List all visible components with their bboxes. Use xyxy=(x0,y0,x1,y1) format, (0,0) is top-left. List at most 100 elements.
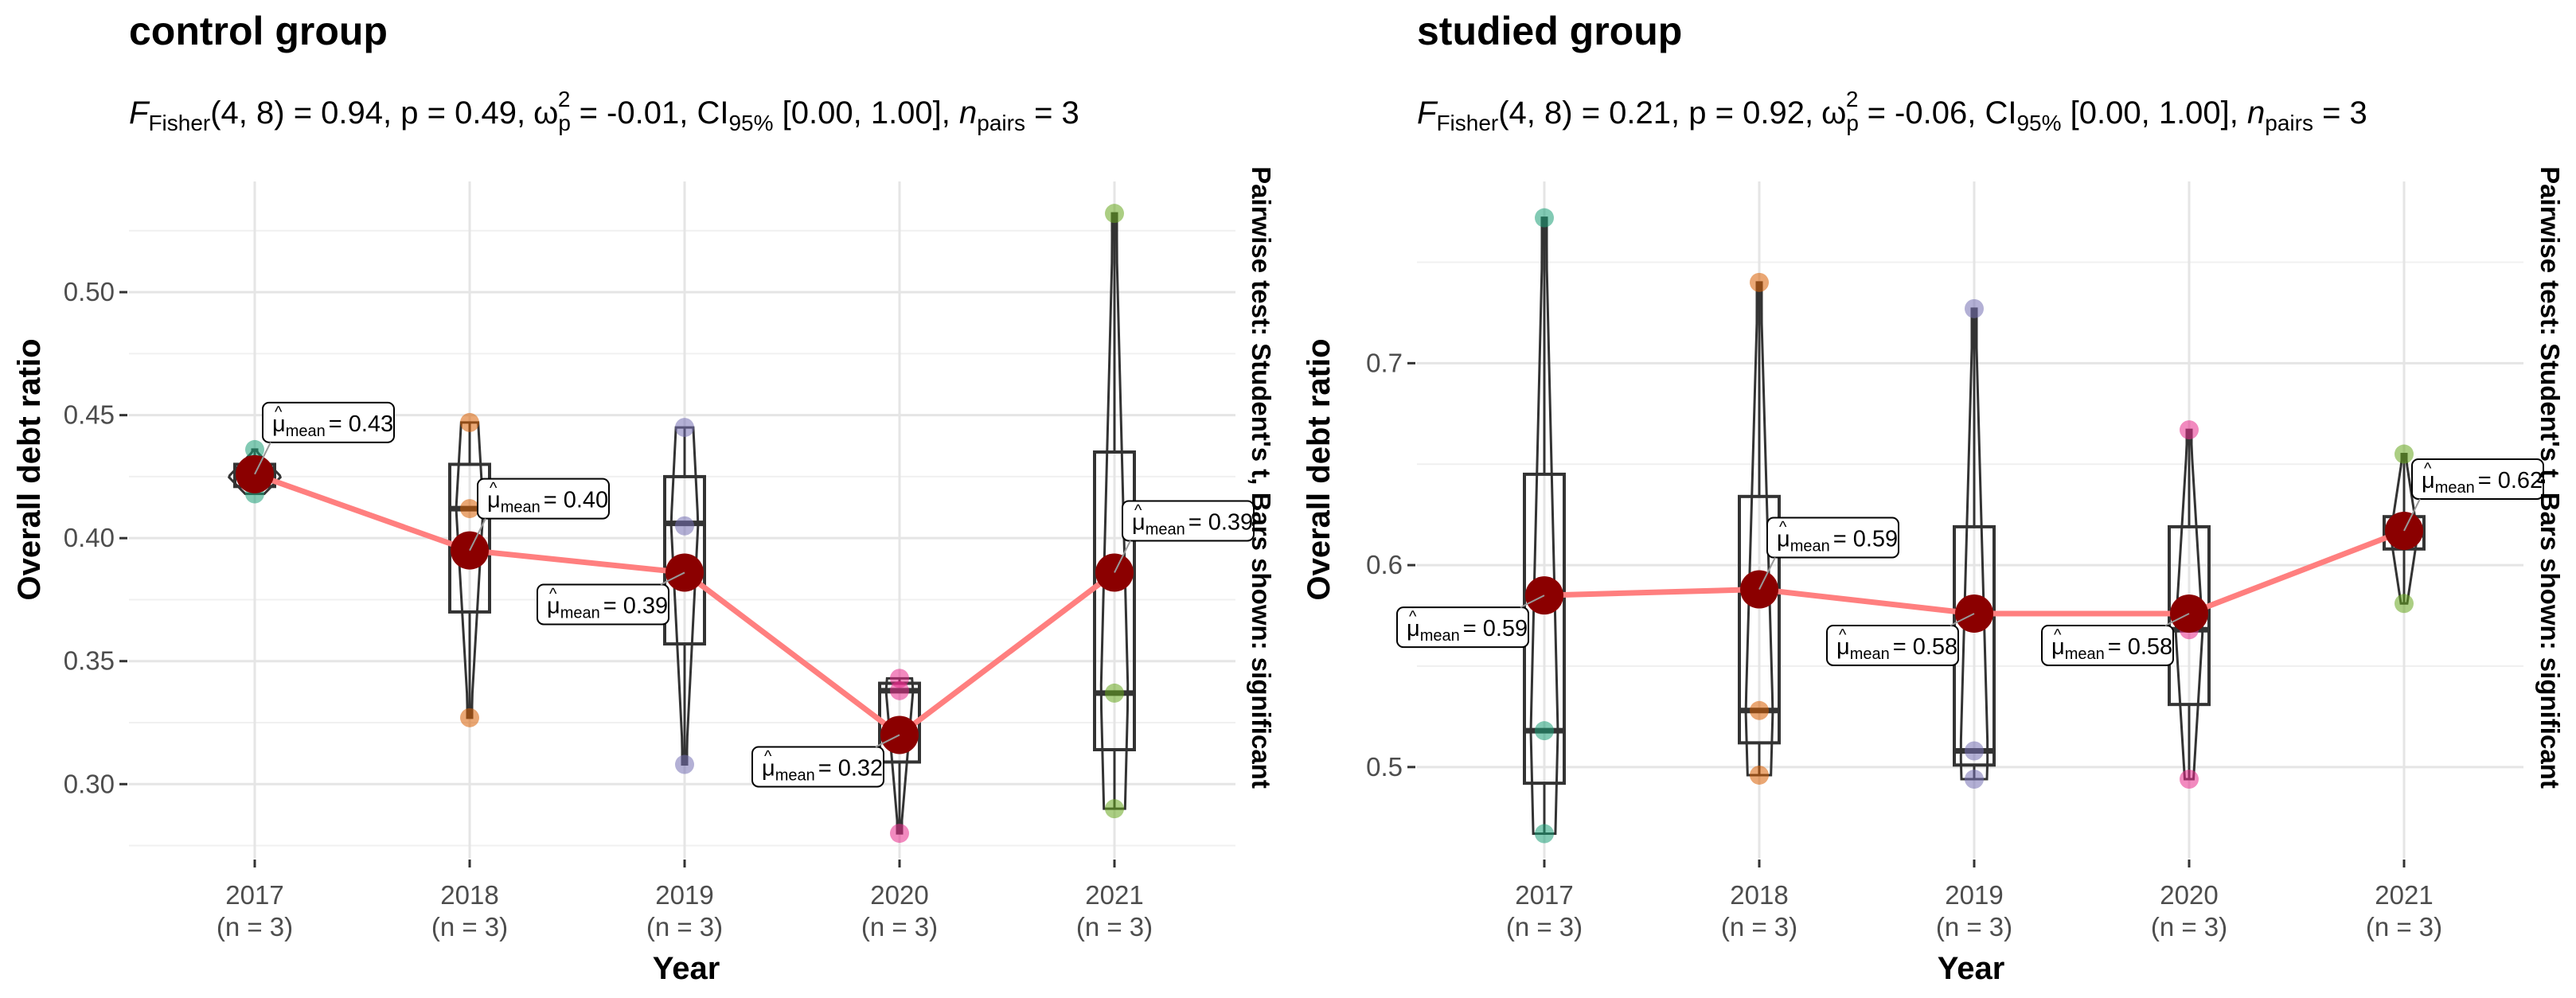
stats-omega-val: = -0.01, xyxy=(570,96,688,131)
x-tick-count: (n = 3) xyxy=(646,912,723,941)
data-point xyxy=(1965,770,1984,789)
data-point xyxy=(675,754,694,774)
mean-label: μmean = 0.39^ xyxy=(537,571,685,626)
stats-ci: CI xyxy=(1976,96,2016,131)
mean-label-box xyxy=(1826,624,1959,666)
stats-f: F xyxy=(1417,96,1438,131)
data-point xyxy=(1535,824,1554,844)
stats-f-args: (4, 8) = 0.94, xyxy=(210,96,392,131)
mean-label-hat: ^ xyxy=(2424,460,2432,478)
data-point xyxy=(460,499,479,519)
stats-n-val: = 3 xyxy=(1025,96,1079,131)
mean-label-box xyxy=(751,746,884,788)
panel-title: studied group xyxy=(1417,9,1682,53)
y-tick-label: 0.5 xyxy=(1366,752,1403,782)
data-point xyxy=(2395,594,2414,614)
panel-control-group: control group FFisher(4, 8) = 0.94, p = … xyxy=(12,9,1276,986)
mean-label-leader xyxy=(254,442,271,475)
mean-label-hat: ^ xyxy=(1779,519,1787,536)
mean-label-text: μmean = 0.62 xyxy=(2422,468,2543,497)
mean-label-leader xyxy=(2403,498,2421,532)
mean-label: μmean = 0.43^ xyxy=(254,401,395,475)
x-tick-label: 2021 xyxy=(1085,880,1143,910)
data-point xyxy=(675,418,694,438)
x-tick-count: (n = 3) xyxy=(2151,912,2227,941)
x-tick-label: 2020 xyxy=(2160,880,2218,910)
mean-label-box xyxy=(2411,458,2544,500)
mean-label-box xyxy=(1122,500,1255,542)
y-tick-label: 0.6 xyxy=(1366,550,1403,579)
data-point xyxy=(1105,799,1124,819)
stats-n-val: = 3 xyxy=(2313,96,2367,131)
mean-label: μmean = 0.39^ xyxy=(1114,500,1255,573)
data-point xyxy=(675,516,694,536)
y-tick-label: 0.45 xyxy=(64,400,115,430)
violin xyxy=(1529,216,1559,836)
mean-label-hat: ^ xyxy=(2054,626,2062,644)
x-axis-title: Year xyxy=(1938,951,2005,986)
data-point xyxy=(1750,765,1769,785)
data-point xyxy=(890,669,909,688)
mean-label-hat: ^ xyxy=(490,480,498,497)
x-tick-count: (n = 3) xyxy=(2366,912,2442,941)
y-axis-title: Overall debt ratio xyxy=(12,339,47,601)
data-point xyxy=(1105,683,1124,703)
y-axis-title: Overall debt ratio xyxy=(1302,339,1337,601)
stats-f-args: (4, 8) = 0.21, xyxy=(1498,96,1680,131)
mean-label-box xyxy=(262,401,395,443)
mean-label: μmean = 0.59^ xyxy=(1396,595,1545,649)
mean-label: μmean = 0.58^ xyxy=(1826,613,1975,666)
mean-label-hat: ^ xyxy=(549,585,557,602)
y-tick-label: 0.40 xyxy=(64,523,115,552)
mean-label-text: μmean = 0.58 xyxy=(2051,634,2172,663)
stats-n: n xyxy=(950,96,977,131)
x-tick-count: (n = 3) xyxy=(861,912,938,941)
data-point xyxy=(2395,444,2414,464)
x-tick-count: (n = 3) xyxy=(217,912,293,941)
mean-label-text: μmean = 0.59 xyxy=(1407,616,1528,645)
data-point xyxy=(1535,721,1554,741)
mean-label-hat: ^ xyxy=(764,747,772,765)
x-tick-label: 2020 xyxy=(870,880,928,910)
x-tick-count: (n = 3) xyxy=(431,912,508,941)
mean-label-box xyxy=(537,583,669,626)
mean-label-text: μmean = 0.59 xyxy=(1777,527,1898,556)
data-point xyxy=(460,412,479,432)
stats-f-sub: Fisher xyxy=(148,111,210,135)
pairwise-caption: Pairwise test: Student's t, Bars shown: … xyxy=(2535,166,2565,789)
mean-label: μmean = 0.58^ xyxy=(2041,613,2190,666)
pairwise-caption: Pairwise test: Student's t, Bars shown: … xyxy=(1247,166,1276,789)
mean-label-leader xyxy=(875,734,900,748)
stats-omega: ω xyxy=(533,96,558,131)
data-point xyxy=(890,824,909,844)
stats-f: F xyxy=(129,96,150,131)
stats-omega: ω xyxy=(1821,96,1846,131)
x-tick-count: (n = 3) xyxy=(1721,912,1797,941)
x-tick-label: 2019 xyxy=(1945,880,2003,910)
mean-label: μmean = 0.32^ xyxy=(751,734,900,788)
violin xyxy=(1744,281,1774,777)
stats-n-sub: pairs xyxy=(977,111,1025,135)
y-tick-label: 0.35 xyxy=(64,646,115,676)
x-tick-label: 2018 xyxy=(1730,880,1788,910)
mean-label-leader xyxy=(1114,540,1131,573)
data-point xyxy=(1750,700,1769,720)
stats-n: n xyxy=(2238,96,2265,131)
x-tick-count: (n = 3) xyxy=(1506,912,1583,941)
x-tick-count: (n = 3) xyxy=(1936,912,2012,941)
panel-studied-group: studied group FFisher(4, 8) = 0.21, p = … xyxy=(1302,9,2565,986)
stats-omega-val: = -0.06, xyxy=(1858,96,1976,131)
mean-label-text: μmean = 0.58 xyxy=(1836,634,1957,663)
y-tick-label: 0.7 xyxy=(1366,348,1403,377)
stats-omega-sub: p xyxy=(1846,111,1859,135)
stats-n-sub: pairs xyxy=(2265,111,2313,135)
box xyxy=(1093,450,1136,751)
mean-label-text: μmean = 0.39 xyxy=(1132,509,1253,538)
mean-label-leader xyxy=(1950,613,1975,626)
mean-label-box xyxy=(1396,606,1529,649)
mean-label-leader xyxy=(1520,595,1545,609)
stats-f-sub: Fisher xyxy=(1436,111,1498,135)
mean-label-text: μmean = 0.39 xyxy=(547,593,668,622)
